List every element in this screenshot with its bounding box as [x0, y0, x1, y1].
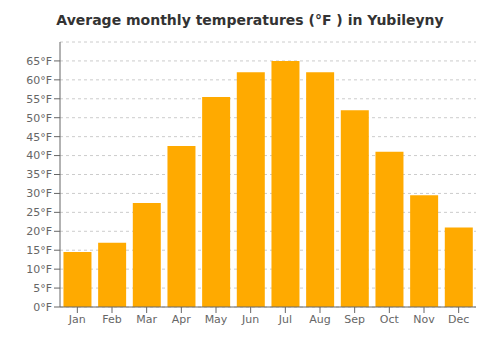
svg-text:60°F: 60°F: [26, 74, 52, 87]
svg-text:25°F: 25°F: [26, 206, 52, 219]
svg-text:20°F: 20°F: [26, 225, 52, 238]
svg-text:Nov: Nov: [413, 313, 435, 326]
svg-text:35°F: 35°F: [26, 168, 52, 181]
svg-text:Aug: Aug: [309, 313, 330, 326]
svg-text:Apr: Apr: [172, 313, 192, 326]
svg-text:Jan: Jan: [68, 313, 86, 326]
svg-text:10°F: 10°F: [26, 263, 52, 276]
svg-text:65°F: 65°F: [26, 55, 52, 68]
svg-text:Feb: Feb: [102, 313, 121, 326]
svg-text:50°F: 50°F: [26, 112, 52, 125]
svg-text:15°F: 15°F: [26, 244, 52, 257]
svg-text:30°F: 30°F: [26, 187, 52, 200]
svg-text:0°F: 0°F: [33, 301, 52, 314]
svg-text:45°F: 45°F: [26, 131, 52, 144]
svg-text:Jun: Jun: [241, 313, 259, 326]
svg-text:5°F: 5°F: [33, 282, 52, 295]
svg-text:Dec: Dec: [448, 313, 469, 326]
svg-text:40°F: 40°F: [26, 149, 52, 162]
html-text:Average monthly temperatures (: Average monthly temperatures (°F ) in Yu…: [56, 12, 444, 28]
svg-text:May: May: [205, 313, 228, 326]
svg-text:Jul: Jul: [278, 313, 292, 326]
svg-text:Sep: Sep: [344, 313, 365, 326]
svg-text:55°F: 55°F: [26, 93, 52, 106]
svg-text:Oct: Oct: [380, 313, 400, 326]
svg-text:Mar: Mar: [136, 313, 157, 326]
